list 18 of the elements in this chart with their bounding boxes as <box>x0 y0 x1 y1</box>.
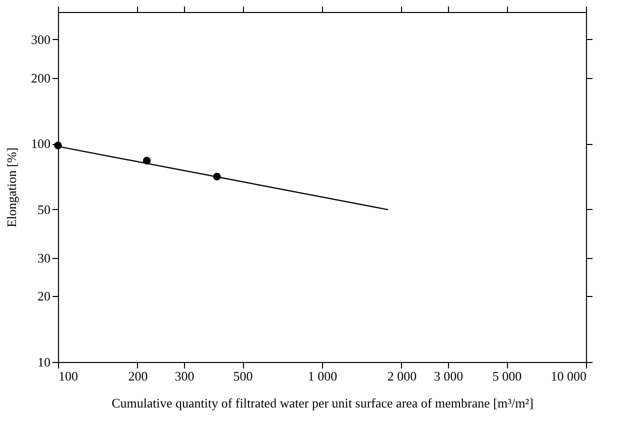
x-tick-label: 500 <box>233 368 253 384</box>
x-tick-label: 300 <box>174 368 194 384</box>
y-tick-label: 100 <box>31 136 50 152</box>
x-tick-label: 2 000 <box>387 368 417 384</box>
y-axis-title: Elongation [%] <box>4 148 19 228</box>
y-tick-label: 10 <box>38 354 50 370</box>
x-tick-label: 3 000 <box>434 368 464 384</box>
y-tick-label: 50 <box>38 202 50 217</box>
y-tick-label: 300 <box>31 32 50 47</box>
x-axis-title: Cumulative quantity of filtrated water per unit surface area of membrane [m³/m²] <box>112 396 534 410</box>
x-tick-label: 100 <box>58 368 78 384</box>
x-tick-label: 1 000 <box>308 368 338 384</box>
y-tick-label: 30 <box>38 250 50 266</box>
x-tick-label: 10 000 <box>550 368 586 384</box>
x-tick-label: 200 <box>128 368 148 384</box>
y-tick-label: 200 <box>31 70 50 86</box>
x-tick-label: 5 000 <box>492 368 522 384</box>
y-tick-label: 20 <box>38 288 50 304</box>
